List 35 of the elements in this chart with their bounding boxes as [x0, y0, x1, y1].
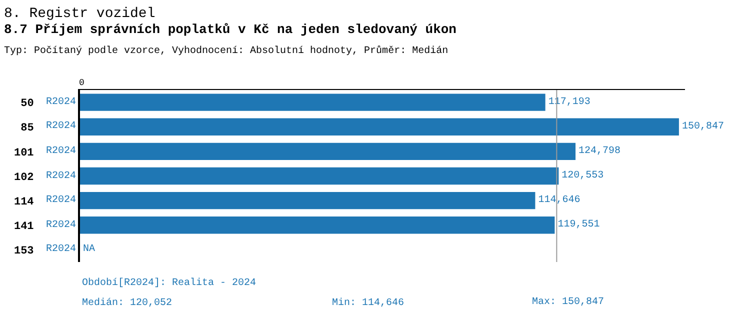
text: 0	[79, 78, 84, 88]
chart-title: 8. Registr vozidel	[4, 6, 156, 22]
text: R2024	[46, 244, 76, 255]
text: R2024	[46, 220, 76, 231]
y-tick-label: 101	[14, 147, 34, 160]
bar	[80, 167, 559, 185]
y-tick-label: 85	[20, 122, 34, 135]
y-tick-label: 50	[20, 98, 34, 110]
chart-subtitle: 8.7 Příjem správních poplatků v Kč na jeden sledovaný úkon	[4, 22, 457, 37]
data-label: 150,847	[682, 121, 724, 132]
text: Medián: 120,052	[82, 297, 172, 309]
y-tick-label: 141	[14, 220, 34, 233]
bar	[80, 94, 546, 111]
series-label: R2024	[46, 97, 76, 108]
text: NA	[83, 244, 96, 255]
y-tick-label: 114	[14, 196, 34, 208]
data-label: 119,551	[558, 220, 600, 231]
data-label: 117,193	[548, 96, 590, 108]
text: Min: 114,646	[332, 297, 404, 309]
text: Typ: Počítaný podle vzorce, Vyhodnocení: Absolutní hodnoty, Průměr: Medián	[4, 45, 448, 57]
y-tick-label: 102	[14, 172, 34, 184]
text: R2024	[46, 195, 76, 206]
bar	[80, 192, 536, 210]
bar	[80, 142, 576, 160]
bar	[80, 216, 555, 234]
text: Max: 150,847	[532, 297, 604, 308]
text: R2024	[46, 171, 76, 182]
data-label: 120,553	[562, 170, 604, 182]
text: R2024	[46, 121, 76, 132]
text: Období[R2024]: Realita - 2024	[82, 277, 256, 289]
bar	[80, 118, 679, 136]
text: R2024	[46, 146, 76, 157]
data-label: 124,798	[578, 146, 621, 157]
y-tick-label: 153	[14, 246, 34, 258]
data-label: 114,646	[538, 195, 580, 206]
